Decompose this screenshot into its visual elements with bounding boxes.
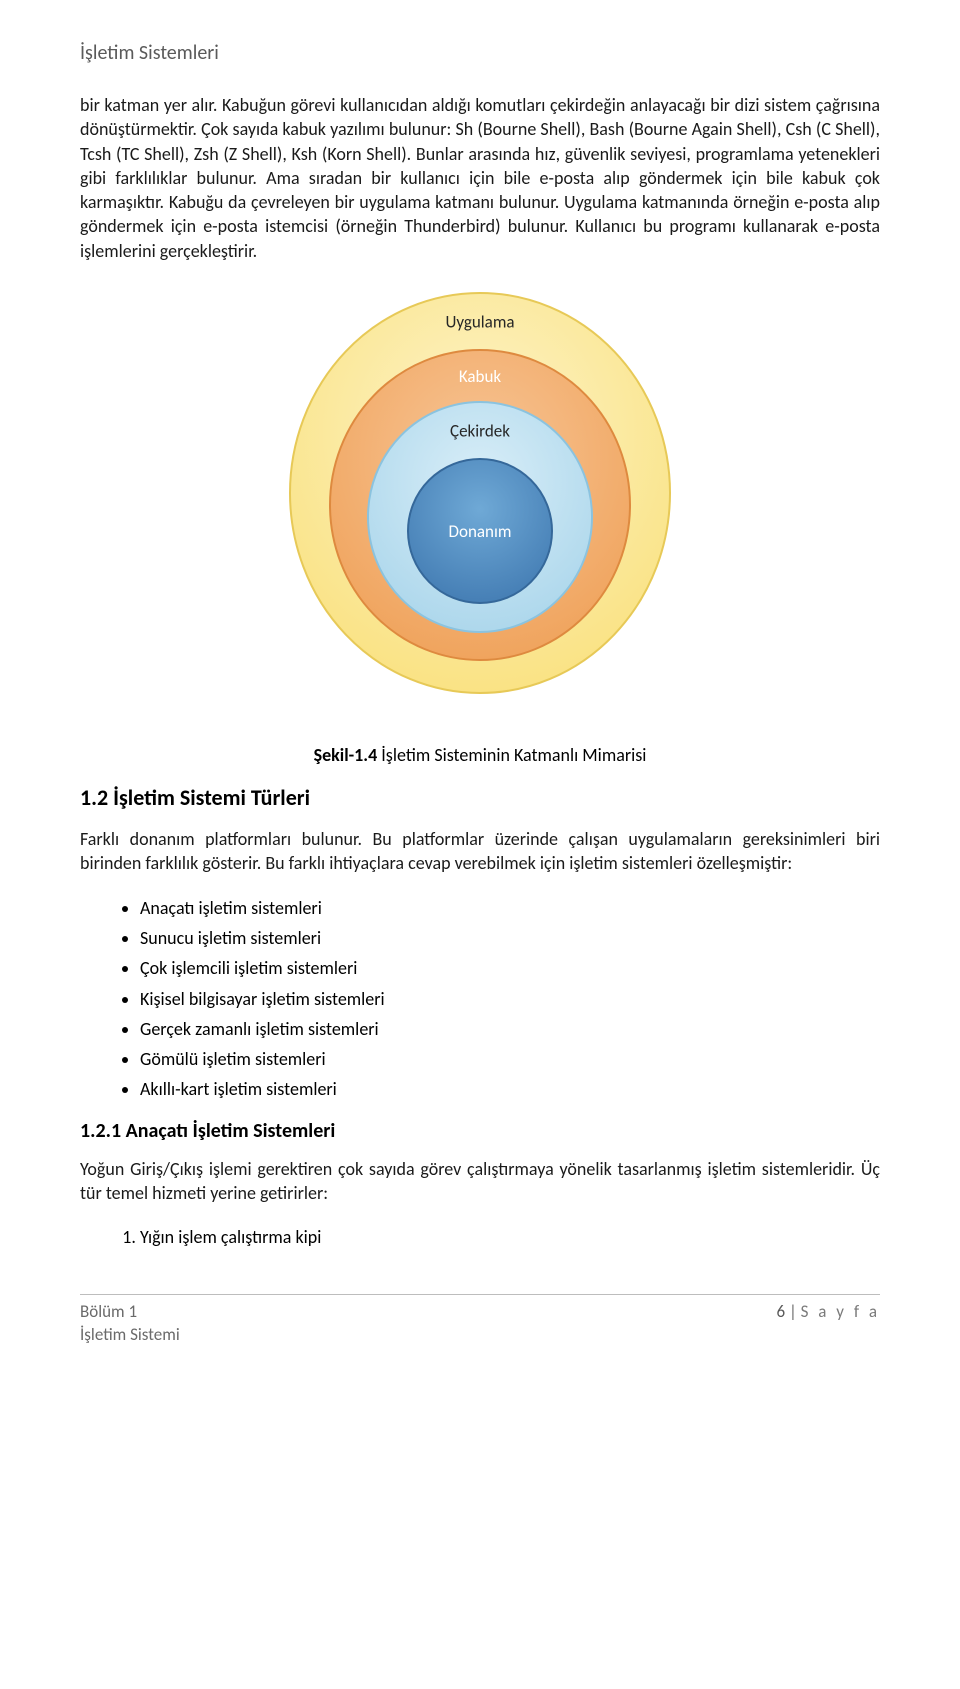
list-item: Yığın işlem çalıştırma kipi	[140, 1225, 880, 1249]
footer-subtitle: İşletim Sistemi	[80, 1324, 180, 1347]
figure-caption: Şekil-1.4 İşletim Sisteminin Katmanlı Mi…	[80, 743, 880, 767]
list-item: Akıllı-kart işletim sistemleri	[140, 1077, 880, 1101]
page-header-title: İşletim Sistemleri	[80, 40, 880, 67]
footer-right: 6 | S a y f a	[777, 1301, 881, 1347]
footer-page-number: 6	[777, 1301, 786, 1322]
body-paragraph-1: bir katman yer alır. Kabuğun görevi kull…	[80, 93, 880, 263]
body-paragraph-3: Yoğun Giriş/Çıkış işlemi gerektiren çok …	[80, 1157, 880, 1206]
list-item: Çok işlemcili işletim sistemleri	[140, 956, 880, 980]
list-item: Gerçek zamanlı işletim sistemleri	[140, 1017, 880, 1041]
ring-label-2: Çekirdek	[450, 421, 510, 442]
footer-left: Bölüm 1 İşletim Sistemi	[80, 1301, 180, 1347]
layered-architecture-diagram: Uygulama Kabuk Çekirdek Donanım	[80, 283, 880, 703]
caption-text: İşletim Sisteminin Katmanlı Mimarisi	[377, 744, 646, 766]
os-types-list: Anaçatı işletim sistemleri Sunucu işletim…	[140, 896, 880, 1102]
footer-chapter: Bölüm 1	[80, 1301, 180, 1324]
ring-label-3: Donanım	[449, 521, 512, 542]
subsection-heading-mainframe: 1.2.1 Anaçatı İşletim Sistemleri	[80, 1118, 880, 1145]
body-paragraph-2: Farklı donanım platformları bulunur. Bu …	[80, 827, 880, 876]
footer-page-label: S a y f a	[801, 1301, 880, 1322]
list-item: Anaçatı işletim sistemleri	[140, 896, 880, 920]
concentric-rings-svg: Uygulama Kabuk Çekirdek Donanım	[280, 283, 680, 703]
mainframe-services-list: Yığın işlem çalıştırma kipi	[140, 1225, 880, 1249]
page-footer: Bölüm 1 İşletim Sistemi 6 | S a y f a	[80, 1294, 880, 1347]
ring-label-0: Uygulama	[445, 312, 514, 333]
list-item: Gömülü işletim sistemleri	[140, 1047, 880, 1071]
list-item: Kişisel bilgisayar işletim sistemleri	[140, 987, 880, 1011]
ring-label-1: Kabuk	[459, 366, 502, 387]
footer-separator: |	[789, 1301, 801, 1322]
section-heading-types: 1.2 İşletim Sistemi Türleri	[80, 783, 880, 813]
list-item: Sunucu işletim sistemleri	[140, 926, 880, 950]
caption-lead: Şekil-1.4	[314, 744, 378, 766]
